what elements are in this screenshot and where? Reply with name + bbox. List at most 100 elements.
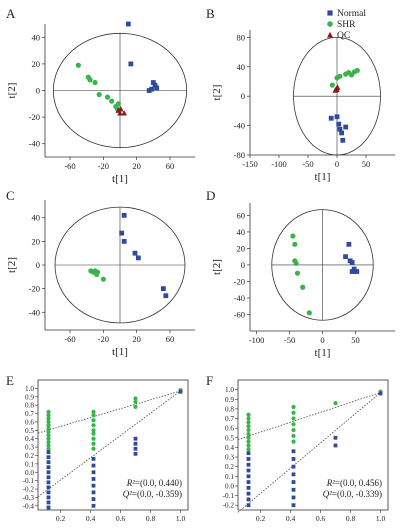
y-tick-label: 20	[237, 243, 246, 253]
x-axis-label: t[1]	[315, 347, 331, 359]
y-tick-label: 40	[237, 62, 246, 72]
data-point-q2	[133, 451, 138, 456]
data-point-shr	[354, 67, 360, 74]
data-point-q2	[46, 500, 51, 505]
x-tick-label: 50	[351, 335, 360, 345]
pca-panel-c: C -40 -20 0 20 40 -60 -20 20 60 t[1] t[2]	[6, 188, 195, 358]
data-point-q2	[46, 480, 51, 485]
x-tick-label: 0.8	[146, 514, 156, 523]
x-tick-label: -150	[242, 159, 258, 169]
data-point-normal	[351, 266, 357, 272]
x-tick-label: 0.4	[286, 514, 296, 523]
data-point-normal	[343, 124, 349, 130]
data-point-shr	[306, 310, 312, 316]
pca-panel-a: A -40 -20 0 20 40 -60 -20 20 60 t[1] t[2]	[6, 6, 195, 185]
y-axis-label: t[2]	[6, 83, 18, 99]
fit-annotation: R²=(0.0, 0.456)	[326, 478, 382, 488]
series-shr	[290, 233, 312, 316]
data-point-q2	[333, 435, 338, 440]
data-point-r2	[133, 399, 138, 404]
y-tick-label: 40	[32, 32, 41, 42]
series-normal	[125, 21, 160, 93]
q2-regression-line	[237, 392, 381, 513]
fit-annotation-value: =(0.0, -0.359)	[132, 489, 182, 499]
data-point-shr	[337, 73, 343, 79]
y-tick-label: -40	[29, 307, 40, 317]
series-shr	[88, 268, 106, 282]
data-point-r2	[91, 418, 96, 423]
data-point-normal	[132, 250, 138, 256]
y-tick-label: -0.2	[23, 486, 35, 494]
data-point-r2	[246, 447, 251, 452]
data-point-normal	[146, 88, 152, 93]
data-point-normal	[343, 254, 348, 260]
data-point-r2	[246, 420, 251, 425]
data-point-normal	[160, 286, 166, 292]
fit-annotation: Q²=(0.0, -0.339)	[323, 489, 382, 499]
y-tick-label: 0.3	[25, 444, 34, 452]
x-tick-label: 50	[362, 159, 371, 169]
data-point-q2	[291, 449, 296, 454]
data-point-qc	[118, 106, 124, 112]
data-point-r2	[46, 413, 51, 418]
data-point-r2	[246, 427, 251, 433]
legend-label-shr: SHR	[337, 20, 356, 30]
x-tick-label: 0	[320, 335, 324, 345]
data-point-q2	[291, 472, 296, 477]
r2-regression-line	[37, 390, 181, 434]
fit-annotation-lead: Q²	[323, 489, 332, 499]
legend-marker-qc	[327, 31, 333, 38]
data-point-q2	[46, 495, 51, 500]
data-point-r2	[246, 443, 251, 448]
data-point-r2	[91, 423, 96, 428]
y-tick-label: 1.0	[225, 386, 234, 394]
data-point-r2	[46, 436, 51, 441]
data-point-normal	[334, 114, 340, 120]
data-point-q2	[378, 391, 383, 396]
data-point-qc	[117, 110, 123, 116]
data-point-r2	[246, 416, 251, 421]
y-tick-label: 0.7	[225, 415, 234, 423]
data-point-shr	[109, 98, 115, 104]
y-tick-label: 0.2	[25, 452, 34, 460]
data-point-normal	[336, 121, 342, 127]
x-tick-label: -50	[284, 335, 295, 345]
x-tick-label: 20	[132, 161, 141, 171]
fit-annotation: Q²=(0.0, -0.359)	[123, 489, 182, 499]
y-tick-label: 60	[237, 210, 246, 220]
x-axis-label: t[1]	[315, 171, 331, 183]
data-point-q2	[46, 475, 51, 480]
data-point-normal	[349, 269, 355, 274]
axes: -40 -20 0 20 40 -60 -20 20 60 t[1] t[2]	[6, 200, 195, 358]
data-point-normal	[340, 137, 346, 143]
y-tick-label: 0.0	[25, 469, 34, 477]
y-tick-label: 0.8	[225, 405, 234, 413]
plot-frame	[37, 379, 189, 511]
y-tick-label: 0.1	[225, 473, 234, 481]
data-point-r2	[91, 413, 96, 418]
axes: -40 -20 0 20 40 -60 -20 20 60 t[1] t[2]	[6, 24, 195, 185]
data-point-q2	[246, 474, 251, 479]
y-tick-label: 20	[32, 59, 41, 69]
data-point-normal	[163, 293, 169, 299]
data-point-normal	[328, 115, 334, 121]
data-point-shr	[104, 94, 111, 100]
y-tick-label: 0.4	[225, 444, 234, 452]
y-tick-label: -80	[234, 150, 245, 160]
data-point-r2	[291, 404, 296, 410]
axes: -80 -40 0 40 80 -150 -100 -50 0 50 t[1] t[2]	[211, 30, 395, 183]
y-tick-label: 0.3	[225, 454, 234, 462]
data-point-q2	[91, 483, 96, 488]
data-point-q2	[246, 491, 251, 496]
y-tick-label: -20	[29, 112, 40, 122]
data-point-shr	[300, 284, 306, 290]
x-tick-label: -100	[271, 159, 287, 169]
y-tick-label: 0.6	[225, 425, 234, 433]
data-point-q2	[291, 464, 296, 469]
y-tick-label: 0.0	[225, 482, 234, 490]
series-shr	[329, 67, 360, 88]
data-point-shr	[92, 79, 98, 86]
data-point-normal	[119, 230, 125, 236]
data-point-r2	[246, 412, 251, 417]
y-tick-label: 0.5	[25, 427, 34, 435]
